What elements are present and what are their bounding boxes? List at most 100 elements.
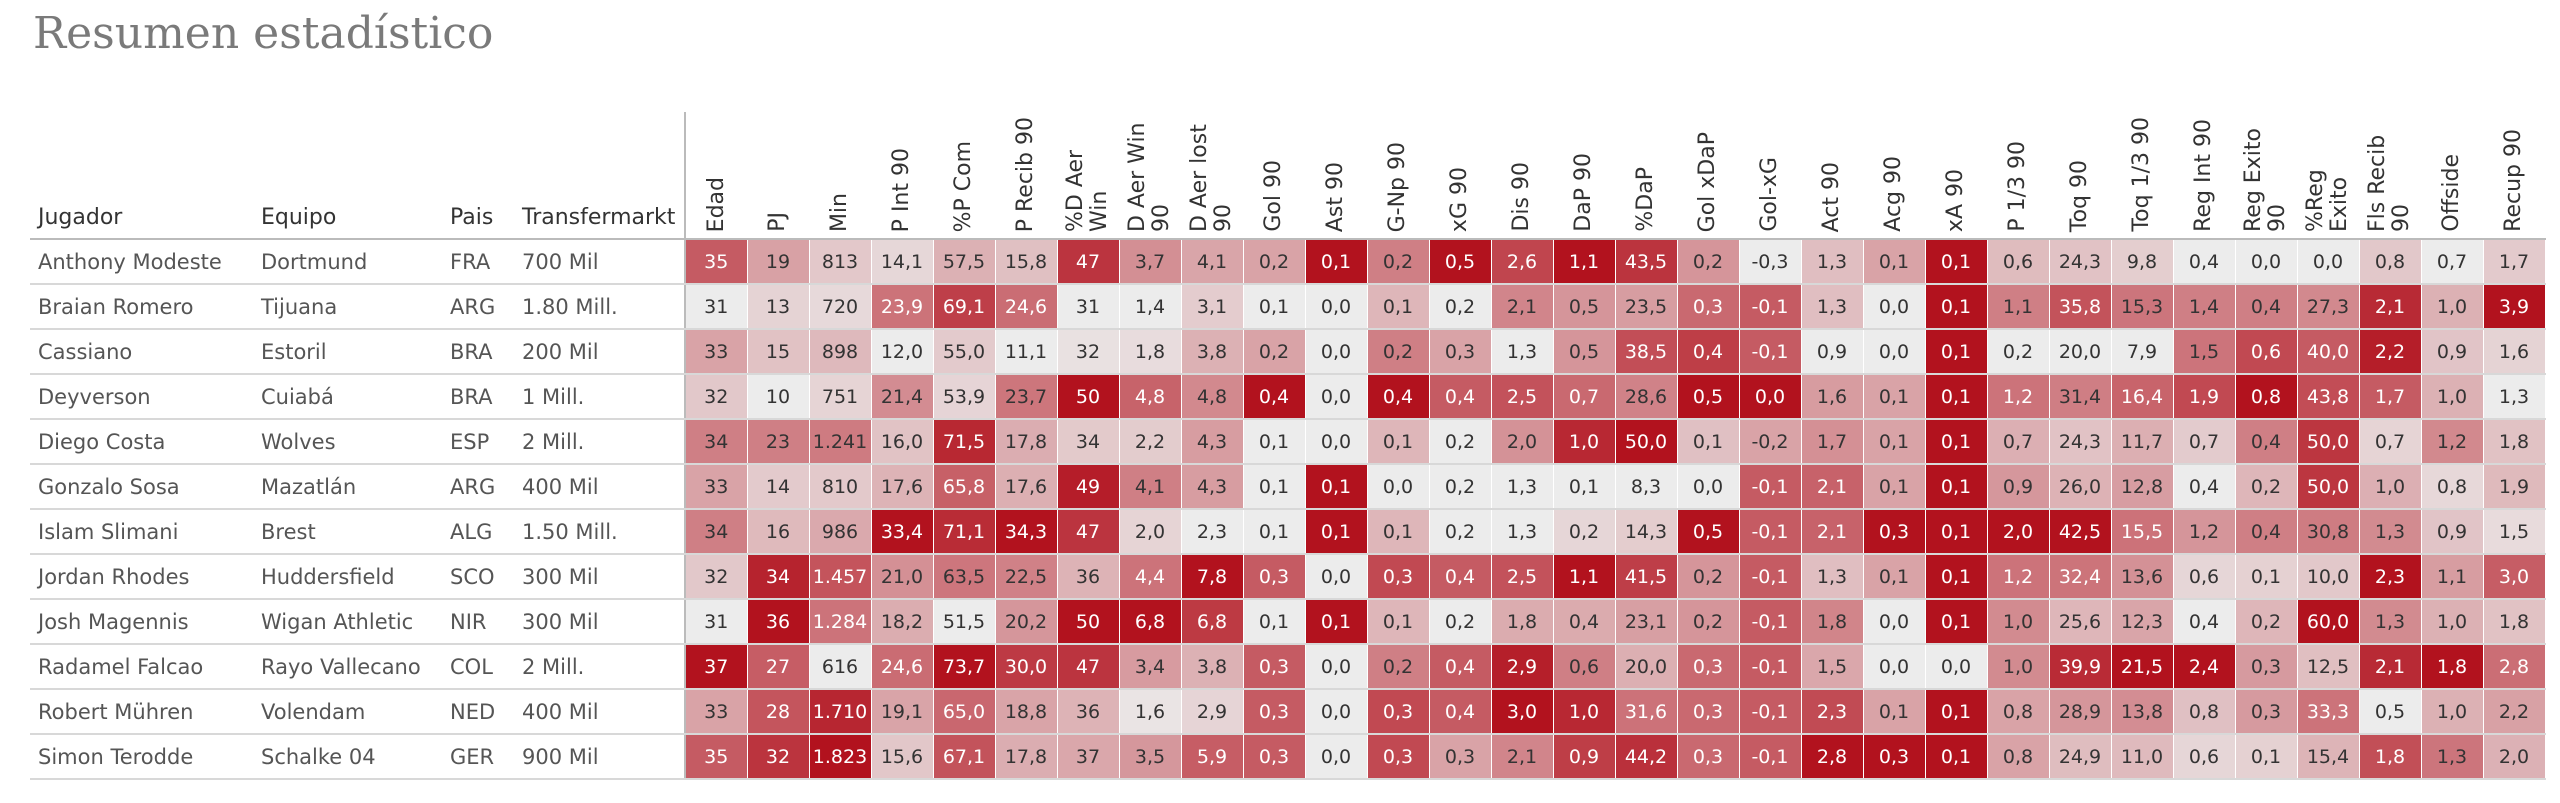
value-cell: 24,9 <box>2049 734 2112 780</box>
value-cell: 50,0 <box>1615 419 1678 465</box>
value-cell: 30,0 <box>995 644 1058 690</box>
value-cell: 0,4 <box>2235 284 2298 330</box>
text-cell: Dortmund <box>253 239 442 285</box>
value-cell: 0,4 <box>1367 374 1430 420</box>
value-cell: 0,6 <box>2235 329 2298 375</box>
value-cell: 7,9 <box>2111 329 2174 375</box>
value-cell: 32 <box>747 734 810 780</box>
value-cell: 2,3 <box>1181 509 1244 555</box>
text-cell: 900 Mil <box>514 734 685 780</box>
value-cell: 0,1 <box>1863 374 1926 420</box>
value-cell: 11,0 <box>2111 734 2174 780</box>
value-cell: 0,8 <box>2421 464 2484 510</box>
column-header-text: xA 90 <box>1943 168 1968 232</box>
value-cell: 0,8 <box>2359 239 2422 285</box>
table-row: Islam Slimani Brest ALG 1.50 Mill. 34 16 986 33… <box>30 509 2546 555</box>
text-cell: Deyverson <box>30 374 253 420</box>
stats-table: Jugador Equipo Pais Transfermarkt Edad PJ Min P… <box>30 112 2546 780</box>
value-cell: 0,4 <box>1553 599 1616 645</box>
value-cell: -0,1 <box>1739 329 1802 375</box>
value-cell: 13,6 <box>2111 554 2174 600</box>
value-cell: 20,2 <box>995 599 1058 645</box>
value-cell: 1,9 <box>2483 464 2546 510</box>
value-cell: 0,1 <box>1863 554 1926 600</box>
value-cell: 12,3 <box>2111 599 2174 645</box>
value-cell: 0,4 <box>1243 374 1306 420</box>
value-cell: 1.241 <box>809 419 872 465</box>
value-cell: 0,7 <box>1987 419 2050 465</box>
value-cell: 0,1 <box>1925 419 1988 465</box>
value-cell: 0,3 <box>1367 689 1430 735</box>
value-cell: 0,1 <box>1367 509 1430 555</box>
value-cell: 42,5 <box>2049 509 2112 555</box>
value-cell: 751 <box>809 374 872 420</box>
value-cell: 0,4 <box>1429 689 1492 735</box>
value-cell: 0,0 <box>1305 689 1368 735</box>
value-cell: 1,8 <box>2483 599 2546 645</box>
value-cell: 31 <box>684 599 748 645</box>
value-cell: 21,4 <box>871 374 934 420</box>
value-cell: 43,8 <box>2297 374 2360 420</box>
column-header-text: Reg Exito 90 <box>2241 128 2290 232</box>
text-cell: Tijuana <box>253 284 442 330</box>
value-cell: 3,9 <box>2483 284 2546 330</box>
value-cell: 12,0 <box>871 329 934 375</box>
value-cell: 0,2 <box>1243 239 1306 285</box>
text-cell: Wolves <box>253 419 442 465</box>
value-cell: 25,6 <box>2049 599 2112 645</box>
value-cell: 33 <box>684 329 748 375</box>
value-cell: 67,1 <box>933 734 996 780</box>
value-cell: 1,3 <box>2359 599 2422 645</box>
value-cell: 1,3 <box>1491 464 1554 510</box>
value-cell: 34,3 <box>995 509 1058 555</box>
value-cell: 986 <box>809 509 872 555</box>
column-header: Reg Int 90 <box>2173 112 2235 240</box>
value-cell: 3,0 <box>1491 689 1554 735</box>
value-cell: 0,2 <box>2235 599 2298 645</box>
value-cell: 1,1 <box>1987 284 2050 330</box>
value-cell: 2,0 <box>1987 509 2050 555</box>
value-cell: 0,0 <box>1305 554 1368 600</box>
value-cell: 0,1 <box>1925 464 1988 510</box>
value-cell: 6,8 <box>1119 599 1182 645</box>
value-cell: 0,9 <box>1553 734 1616 780</box>
value-cell: 0,3 <box>1429 329 1492 375</box>
value-cell: 17,6 <box>871 464 934 510</box>
value-cell: 26,0 <box>2049 464 2112 510</box>
text-cell: Josh Magennis <box>30 599 253 645</box>
value-cell: -0,1 <box>1739 554 1802 600</box>
value-cell: 1,1 <box>2421 554 2484 600</box>
column-header: xA 90 <box>1925 112 1987 240</box>
text-cell: ALG <box>442 509 514 555</box>
value-cell: 49 <box>1057 464 1120 510</box>
value-cell: 0,1 <box>1863 689 1926 735</box>
value-cell: 3,4 <box>1119 644 1182 690</box>
value-cell: 1,6 <box>1119 689 1182 735</box>
value-cell: 34 <box>684 419 748 465</box>
value-cell: -0,1 <box>1739 734 1802 780</box>
value-cell: 1,3 <box>1801 554 1864 600</box>
column-header: Ast 90 <box>1305 112 1367 240</box>
value-cell: 813 <box>809 239 872 285</box>
column-header-text: Toq 90 <box>2067 159 2092 232</box>
value-cell: 0,5 <box>1677 509 1740 555</box>
value-cell: 0,4 <box>2173 599 2236 645</box>
value-cell: 14,1 <box>871 239 934 285</box>
value-cell: 2,0 <box>1119 509 1182 555</box>
value-cell: 17,8 <box>995 419 1058 465</box>
value-cell: 4,3 <box>1181 464 1244 510</box>
value-cell: 32 <box>684 374 748 420</box>
value-cell: 0,9 <box>2421 509 2484 555</box>
value-cell: 36 <box>1057 554 1120 600</box>
value-cell: 12,8 <box>2111 464 2174 510</box>
column-header: G-Np 90 <box>1367 112 1429 240</box>
text-cell: 1.50 Mill. <box>514 509 685 555</box>
value-cell: 0,6 <box>1553 644 1616 690</box>
value-cell: 0,1 <box>1925 284 1988 330</box>
value-cell: 2,6 <box>1491 239 1554 285</box>
value-cell: 4,8 <box>1181 374 1244 420</box>
value-cell: 31,4 <box>2049 374 2112 420</box>
value-cell: 4,1 <box>1119 464 1182 510</box>
value-cell: 0,8 <box>2235 374 2298 420</box>
value-cell: 1.823 <box>809 734 872 780</box>
